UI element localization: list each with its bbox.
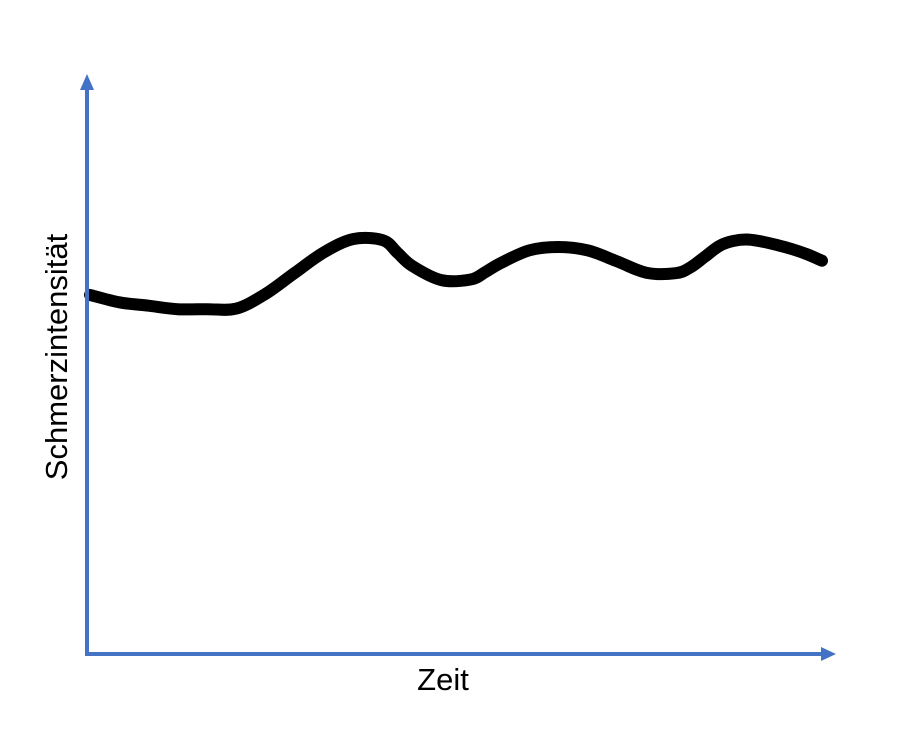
x-axis-label: Zeit: [417, 662, 469, 697]
x-axis: [85, 647, 836, 661]
x-axis-arrowhead: [821, 647, 836, 661]
pain-intensity-line: [84, 231, 828, 316]
y-axis-label: Schmerzintensität: [39, 233, 74, 480]
y-axis: [80, 74, 94, 654]
plot-area: [84, 231, 828, 316]
y-axis-arrowhead: [80, 74, 94, 90]
